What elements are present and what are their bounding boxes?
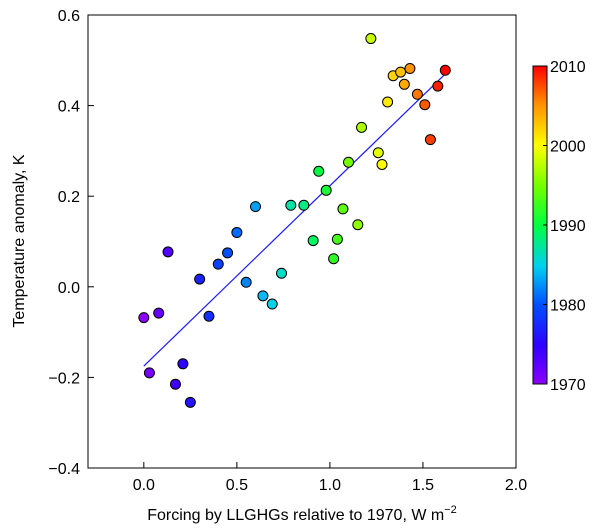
data-point — [153, 307, 165, 319]
colorbar-tick-label: 1970 — [550, 377, 586, 394]
data-point — [337, 203, 349, 215]
data-point — [240, 276, 252, 288]
y-tick-label: 0.0 — [58, 280, 80, 297]
data-point — [343, 156, 355, 168]
data-point — [212, 258, 224, 270]
data-point — [320, 184, 332, 196]
data-point — [439, 64, 451, 76]
data-point — [328, 253, 340, 265]
data-point — [419, 99, 431, 111]
data-point — [143, 367, 155, 379]
y-tick-label: 0.2 — [58, 189, 80, 206]
x-tick-label: 1.0 — [319, 477, 341, 494]
data-point — [365, 33, 377, 45]
data-point — [372, 147, 384, 159]
data-point — [257, 290, 269, 302]
data-point — [203, 310, 215, 322]
colorbar-tick-label: 1990 — [550, 218, 586, 235]
plot-area: 0.0 0.5 1.0 1.5 2.0 −0.4 −0.2 0.0 0.2 0.4 0.6 — [48, 8, 527, 494]
y-axis: −0.4 −0.2 0.0 0.2 0.4 0.6 — [48, 8, 94, 478]
colorbar: 1970 1980 1990 2000 2010 — [532, 59, 586, 394]
plot-frame — [87, 14, 517, 469]
data-point — [424, 134, 436, 146]
data-point — [404, 62, 416, 74]
data-point — [356, 121, 368, 133]
y-axis-label: Temperature anomaly, K — [11, 154, 28, 327]
data-point — [194, 273, 206, 285]
y-tick-label: −0.4 — [48, 461, 80, 478]
data-point — [276, 267, 288, 279]
data-point — [331, 233, 343, 245]
y-tick-label: 0.6 — [58, 8, 80, 25]
data-point — [313, 165, 325, 177]
data-point — [307, 235, 319, 247]
data-point — [138, 312, 150, 324]
y-tick-label: −0.2 — [48, 370, 80, 387]
trend-line — [143, 73, 446, 367]
data-point — [376, 158, 388, 170]
data-point — [411, 88, 423, 100]
data-point — [177, 358, 189, 370]
data-point — [382, 96, 394, 108]
data-point — [352, 219, 364, 231]
x-tick-label: 1.5 — [412, 477, 434, 494]
x-tick-label: 0.5 — [226, 477, 248, 494]
data-point — [222, 247, 234, 259]
data-point — [432, 80, 444, 92]
x-axis-label: Forcing by LLGHGs relative to 1970, W m−… — [147, 504, 457, 524]
y-tick-label: 0.4 — [58, 99, 80, 116]
data-point — [395, 66, 407, 78]
data-point — [266, 298, 278, 310]
data-point — [231, 226, 243, 238]
colorbar-ticks: 1970 1980 1990 2000 2010 — [543, 59, 586, 394]
x-tick-label: 2.0 — [505, 477, 527, 494]
data-point — [162, 246, 174, 258]
data-point — [285, 199, 297, 211]
data-point — [169, 378, 181, 390]
data-point — [249, 201, 261, 213]
x-tick-label: 0.0 — [133, 477, 155, 494]
x-axis: 0.0 0.5 1.0 1.5 2.0 — [133, 462, 527, 494]
data-points — [138, 33, 451, 408]
data-point — [298, 199, 310, 211]
colorbar-tick-label: 1980 — [550, 298, 586, 315]
colorbar-tick-label: 2000 — [550, 139, 586, 156]
colorbar-tick-label: 2010 — [550, 59, 586, 76]
data-point — [184, 396, 196, 408]
data-point — [398, 78, 410, 90]
